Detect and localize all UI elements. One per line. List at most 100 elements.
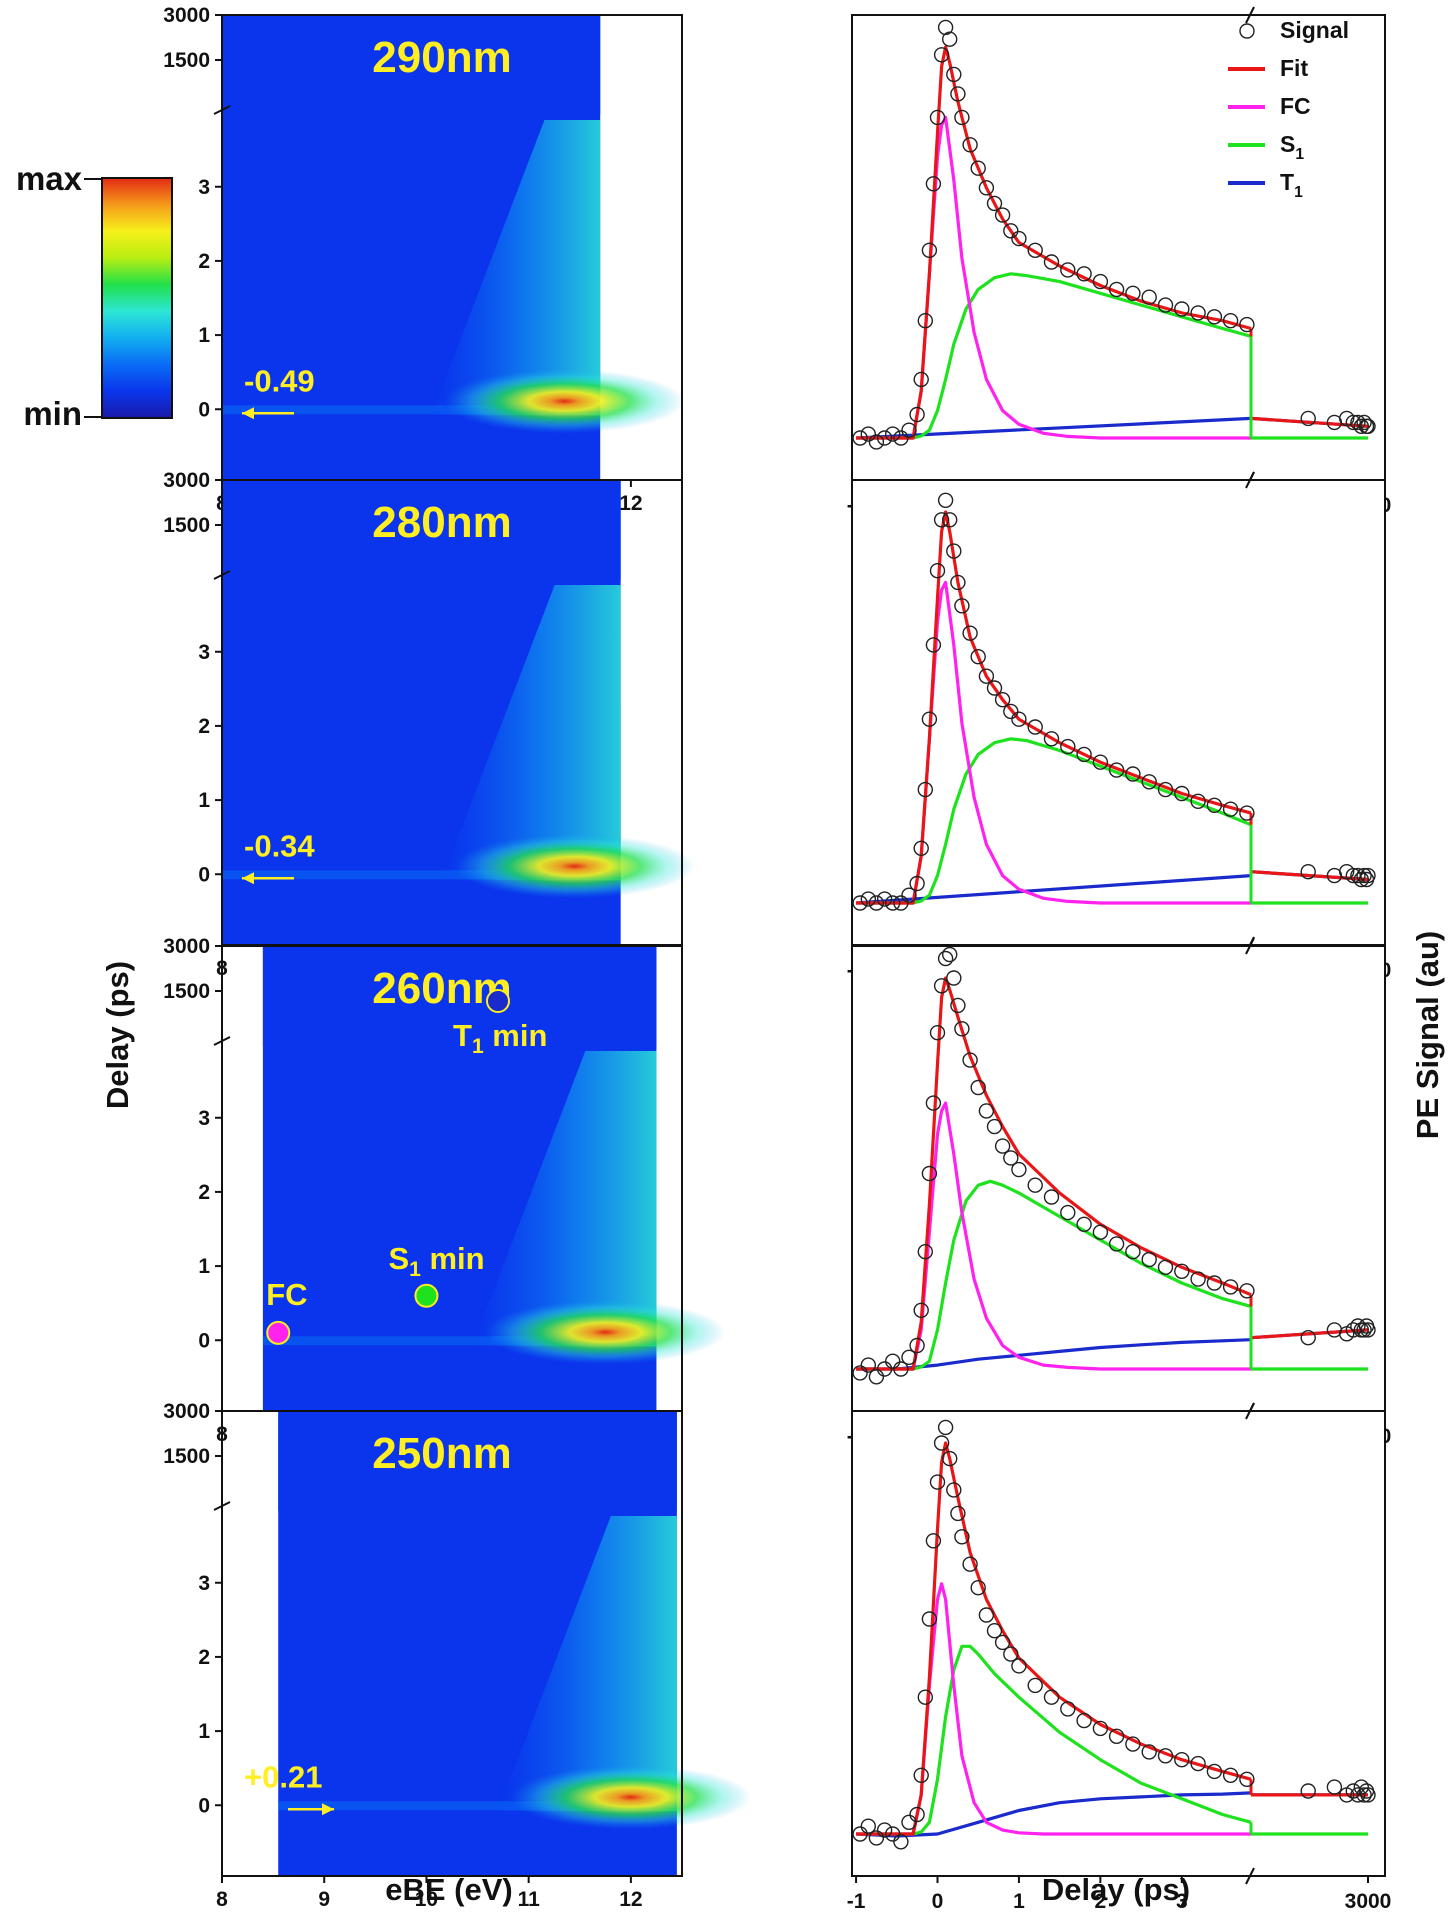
map-panel-280nm: 01231500300089101112280nm-0.34 bbox=[163, 469, 695, 980]
legend-label-t1-main: T bbox=[1280, 169, 1294, 195]
series-s1 bbox=[856, 737, 1252, 905]
y-tick-label: 1 bbox=[198, 1255, 210, 1278]
signal-point bbox=[1060, 1701, 1076, 1717]
signal-point bbox=[994, 1634, 1011, 1651]
signal-point bbox=[954, 598, 970, 614]
signal-point bbox=[1027, 242, 1043, 259]
state-marker-label-suffix: min bbox=[421, 1241, 485, 1276]
signal-point bbox=[1350, 414, 1366, 431]
signal-point bbox=[868, 1369, 885, 1385]
axis-break-mark bbox=[1245, 6, 1255, 24]
map-hot-spot bbox=[454, 834, 695, 899]
signal-point bbox=[1356, 1787, 1372, 1803]
signal-point bbox=[852, 1826, 868, 1842]
signal-point bbox=[1206, 1275, 1223, 1291]
map-long-delay-band bbox=[278, 1411, 677, 1511]
signal-point bbox=[962, 1052, 978, 1068]
legend-label-fit-main: Fit bbox=[1280, 55, 1308, 81]
state-marker-label: S1 min bbox=[388, 1241, 484, 1281]
signal-point bbox=[1174, 1751, 1190, 1768]
wavelength-label: 290nm bbox=[372, 33, 511, 82]
signal-point bbox=[1076, 746, 1092, 763]
x-tick-label: 10 bbox=[415, 1888, 438, 1911]
signal-point bbox=[1043, 731, 1060, 747]
x-tick-label: 3000 bbox=[1345, 1890, 1392, 1913]
signal-point bbox=[942, 946, 958, 963]
signal-point bbox=[1092, 1720, 1109, 1737]
y-tick-label: 3 bbox=[198, 641, 210, 664]
signal-point bbox=[962, 1556, 978, 1572]
y-tick-label: 1500 bbox=[163, 1445, 210, 1468]
signal-point bbox=[893, 1834, 909, 1850]
x-tick-label: 9 bbox=[318, 1888, 330, 1911]
y-tick-label: 3000 bbox=[163, 4, 210, 27]
signal-point bbox=[1076, 1216, 1092, 1233]
y-tick-label: 2 bbox=[198, 1646, 210, 1669]
map-panel-290nm: 01231500300089101112290nm-0.49 bbox=[163, 4, 685, 515]
legend-label-t1-subscript: 1 bbox=[1294, 184, 1303, 201]
y-tick-label: 0 bbox=[198, 1794, 210, 1817]
signal-point bbox=[950, 86, 966, 102]
signal-point bbox=[1222, 801, 1239, 817]
signal-point bbox=[1360, 1787, 1376, 1803]
signal-point bbox=[1003, 1150, 1019, 1166]
onset-annotation: -0.34 bbox=[244, 828, 315, 863]
colorbar-min-label: min bbox=[23, 395, 82, 432]
signal-point bbox=[1125, 1243, 1141, 1260]
signal-point bbox=[893, 430, 909, 446]
legend-label-signal-main: Signal bbox=[1280, 17, 1349, 43]
signal-point bbox=[860, 891, 876, 907]
signal-point bbox=[970, 160, 986, 176]
axis-break-mark bbox=[213, 105, 231, 115]
signal-point bbox=[885, 426, 901, 442]
signal-point bbox=[1141, 774, 1157, 790]
signal-point bbox=[978, 180, 995, 196]
signal-point bbox=[962, 137, 978, 153]
signal-point bbox=[994, 692, 1011, 708]
signal-point bbox=[876, 891, 893, 907]
onset-arrow-head bbox=[242, 872, 254, 885]
y-tick-label: 1 bbox=[198, 324, 210, 347]
signal-point bbox=[876, 1361, 893, 1377]
state-marker-label-subscript: 1 bbox=[472, 1035, 484, 1058]
signal-point bbox=[893, 1361, 909, 1377]
signal-point bbox=[1190, 305, 1206, 321]
signal-point bbox=[1190, 793, 1206, 809]
signal-point bbox=[942, 31, 958, 47]
axis-break-mark bbox=[1245, 1867, 1255, 1885]
signal-point bbox=[1003, 1646, 1019, 1662]
y-tick-label: 0 bbox=[198, 863, 210, 886]
signal-point bbox=[929, 109, 946, 126]
signal-point bbox=[946, 970, 962, 986]
signal-point bbox=[986, 680, 1003, 696]
signal-point bbox=[970, 649, 986, 665]
signal-point bbox=[1060, 262, 1076, 278]
map-decay-fan bbox=[472, 1051, 657, 1347]
axis-break-mark bbox=[213, 1036, 231, 1046]
signal-point bbox=[925, 1533, 942, 1549]
right-panel-column: -101233000-101233000-101233000-101233000… bbox=[847, 6, 1392, 1913]
y-tick-label: 3000 bbox=[163, 469, 210, 492]
signal-point bbox=[1027, 1177, 1043, 1193]
signal-point bbox=[1043, 1689, 1060, 1705]
signal-point bbox=[1060, 1204, 1076, 1221]
signal-point bbox=[901, 887, 917, 903]
left-panel-column: 01231500300089101112290nm-0.49 0 1 2 3 1500 30… bbox=[163, 4, 751, 1911]
signal-point bbox=[950, 997, 966, 1014]
signal-point bbox=[937, 1419, 954, 1436]
signal-point bbox=[1157, 1259, 1174, 1276]
signal-point bbox=[1125, 1736, 1141, 1752]
map-frame bbox=[221, 1410, 683, 1877]
state-marker bbox=[486, 989, 510, 1013]
signal-point bbox=[921, 242, 938, 259]
right-x-axis-title: Delay (ps) bbox=[1042, 1872, 1190, 1907]
colorbar-gradient bbox=[101, 177, 173, 419]
map-long-delay-band bbox=[222, 480, 621, 580]
signal-point bbox=[885, 895, 901, 911]
signal-point bbox=[933, 512, 950, 528]
y-tick-label: 2 bbox=[198, 1181, 210, 1204]
x-tick-label: -1 bbox=[847, 1890, 866, 1913]
signal-point bbox=[868, 895, 885, 911]
series-s1 bbox=[856, 272, 1252, 440]
